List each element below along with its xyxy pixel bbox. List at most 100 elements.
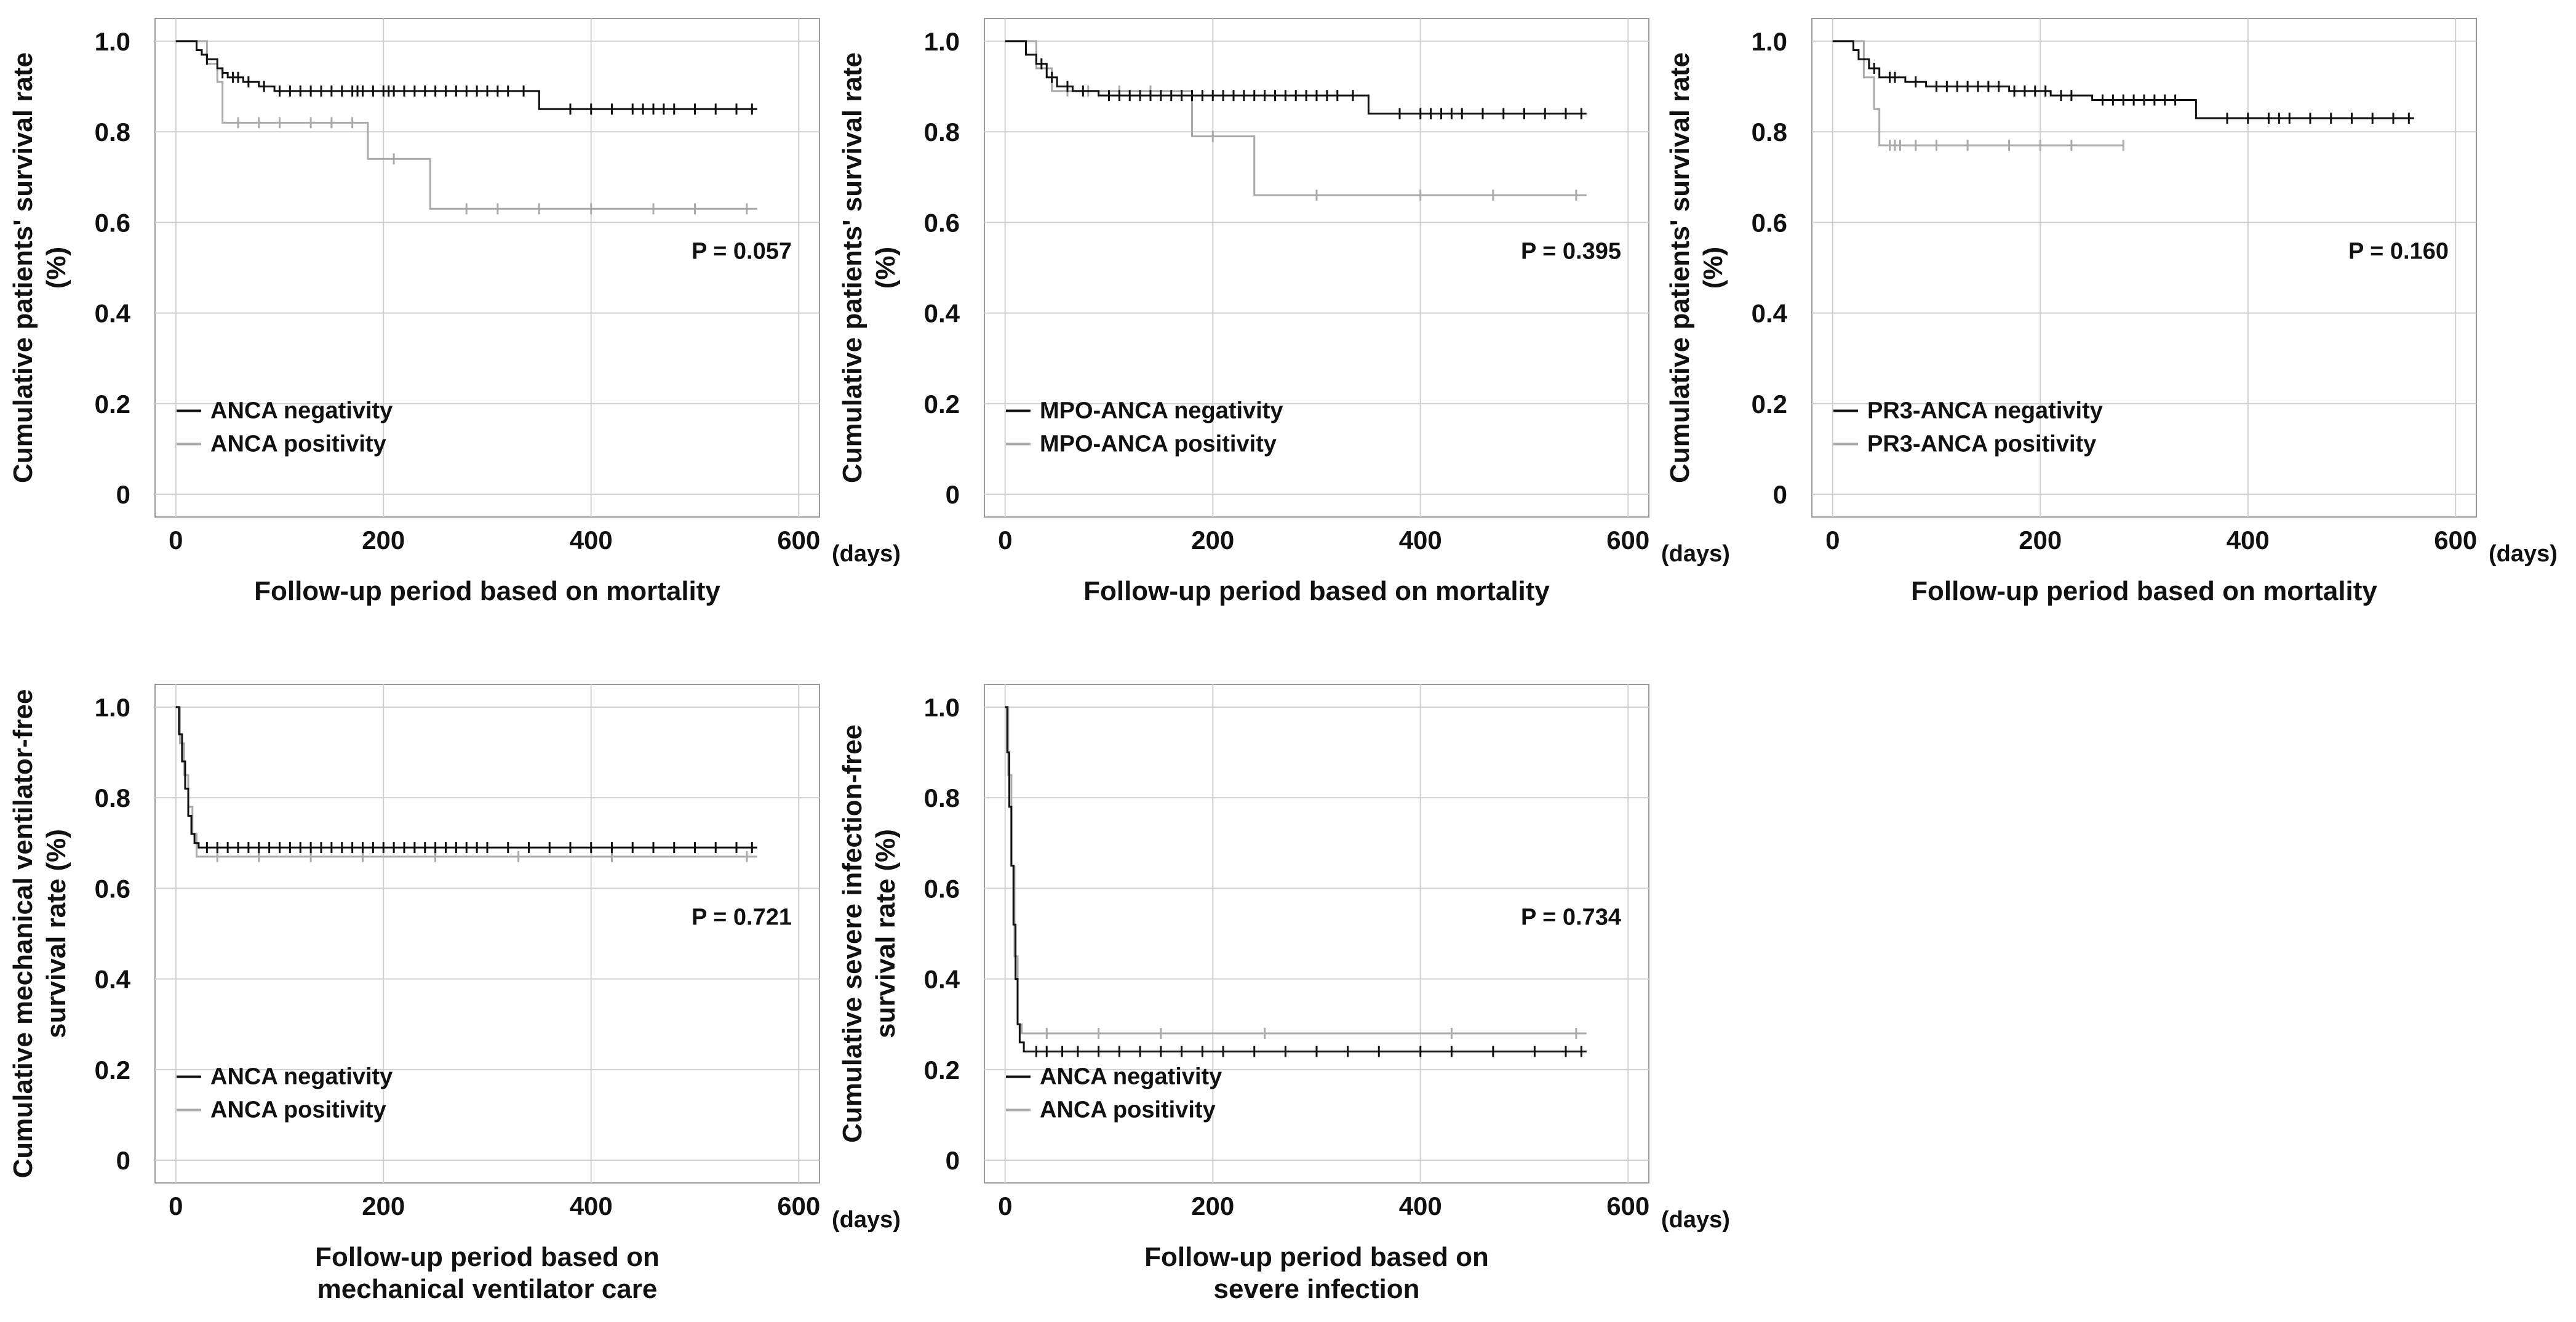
p-value-label: P = 0.160 [2348,238,2449,264]
y-tick-label: 0.8 [95,118,130,146]
y-tick-label: 0.2 [924,390,960,419]
x-tick-label: 600 [2434,526,2477,555]
y-axis-title: (%) [41,247,71,289]
series-line-negativity [1832,40,2414,119]
y-tick-label: 1.0 [924,27,960,56]
y-tick-label: 0.2 [95,1056,130,1084]
y-tick-label: 0 [116,1146,130,1175]
y-axis-title: survival rate (%) [41,829,71,1038]
y-axis-title: survival rate (%) [871,829,901,1038]
y-tick-label: 0 [946,480,960,509]
legend-label: ANCA positivity [210,431,386,457]
y-tick-label: 0.8 [95,783,130,812]
y-axis-title: Cumulative severe infection-free [837,724,867,1143]
x-tick-label: 600 [1606,1192,1649,1220]
x-tick-label: 400 [1399,526,1442,555]
y-tick-label: 0.6 [1752,208,1787,237]
x-axis-title: Follow-up period based on mortality [254,576,720,606]
y-tick-label: 1.0 [95,27,130,56]
x-tick-label: 600 [777,1192,820,1220]
y-axis-title: Cumulative patients' survival rate [837,52,867,483]
x-tick-label: 200 [1191,1192,1234,1220]
legend-label: PR3-ANCA positivity [1867,431,2096,457]
p-value-label: P = 0.057 [692,238,792,264]
legend-label: MPO-ANCA positivity [1040,431,1277,457]
x-tick-label: 200 [2019,526,2062,555]
series-line-negativity [175,40,757,110]
y-tick-label: 0 [1773,480,1787,509]
x-unit-label: (days) [832,541,901,567]
x-unit-label: (days) [1661,541,1730,567]
y-tick-label: 0.4 [95,299,131,328]
series-line-positivity [175,40,757,210]
p-value-label: P = 0.734 [1521,904,1621,930]
y-axis-title: Cumulative patients' survival rate [1665,52,1695,483]
p-value-label: P = 0.395 [1521,238,1621,264]
y-axis-title: Cumulative mechanical ventilator-free [8,689,38,1179]
series-line-positivity [1005,40,1587,196]
x-tick-label: 600 [777,526,820,555]
x-tick-label: 400 [570,526,613,555]
x-tick-label: 0 [169,1192,183,1220]
plot-frame [154,684,820,1184]
x-tick-label: 200 [1191,526,1234,555]
y-axis-title: Cumulative patients' survival rate [8,52,38,483]
y-tick-label: 0.2 [1752,390,1787,419]
y-tick-label: 0.4 [924,965,960,994]
legend-label: PR3-ANCA negativity [1867,398,2103,423]
x-tick-label: 400 [1399,1192,1442,1220]
y-tick-label: 1.0 [95,693,130,722]
x-tick-label: 0 [1825,526,1840,555]
y-axis-title: (%) [1698,247,1728,289]
legend-label: ANCA positivity [1040,1097,1216,1123]
x-axis-title: Follow-up period based on mortality [1083,576,1550,606]
chart-panel-2: 0 200 400 600 0 0.2 0.4 0.6 0.8 1.0 (days) Follow-u… [837,18,1730,606]
legend-label: ANCA positivity [210,1097,386,1123]
x-axis-title: Follow-up period based on [1144,1242,1489,1272]
x-unit-label: (days) [2489,541,2558,567]
legend-label: ANCA negativity [210,1064,393,1089]
legend-label: MPO-ANCA negativity [1040,398,1283,423]
y-tick-label: 0.6 [924,208,960,237]
legend-label: ANCA negativity [1040,1064,1222,1089]
plot-frame [154,18,820,518]
series-line-positivity [1005,706,1587,1035]
plot-frame [984,18,1649,518]
y-tick-label: 0.2 [95,390,130,419]
plot-frame [984,684,1649,1184]
chart-panel-4: 0 200 400 600 0 0.2 0.4 0.6 0.8 1.0 (days) Follow-u… [8,684,901,1304]
x-tick-label: 200 [362,526,405,555]
y-tick-label: 0 [946,1146,960,1175]
y-axis-title: (%) [871,247,901,289]
y-tick-label: 0.8 [1752,118,1787,146]
y-tick-label: 0.6 [95,874,130,903]
series-line-negativity [1005,706,1587,1052]
y-tick-label: 0.6 [95,208,130,237]
series-line-positivity [1832,40,2124,146]
x-tick-label: 600 [1606,526,1649,555]
x-tick-label: 400 [570,1192,613,1220]
y-tick-label: 0 [116,480,130,509]
plot-frame [1811,18,2477,518]
chart-panel-3: 0 200 400 600 0 0.2 0.4 0.6 0.8 1.0 (days) Follow-u… [1665,18,2558,606]
x-tick-label: 0 [998,526,1012,555]
x-tick-label: 0 [169,526,183,555]
y-tick-label: 0.2 [924,1056,960,1084]
y-tick-label: 0.8 [924,118,960,146]
y-tick-label: 1.0 [924,693,960,722]
x-axis-title: Follow-up period based on [315,1242,660,1272]
y-tick-label: 1.0 [1752,27,1787,56]
p-value-label: P = 0.721 [692,904,792,930]
x-unit-label: (days) [1661,1207,1730,1233]
legend-label: ANCA negativity [210,398,393,423]
chart-panel-1: 0 200 400 600 0 0.2 0.4 0.6 0.8 1.0 (days) Follow-u… [8,18,901,606]
y-tick-label: 0.8 [924,783,960,812]
y-tick-label: 0.6 [924,874,960,903]
x-tick-label: 200 [362,1192,405,1220]
x-tick-label: 400 [2227,526,2270,555]
series-line-negativity [175,706,757,849]
y-tick-label: 0.4 [924,299,960,328]
x-tick-label: 0 [998,1192,1012,1220]
y-tick-label: 0.4 [1752,299,1788,328]
